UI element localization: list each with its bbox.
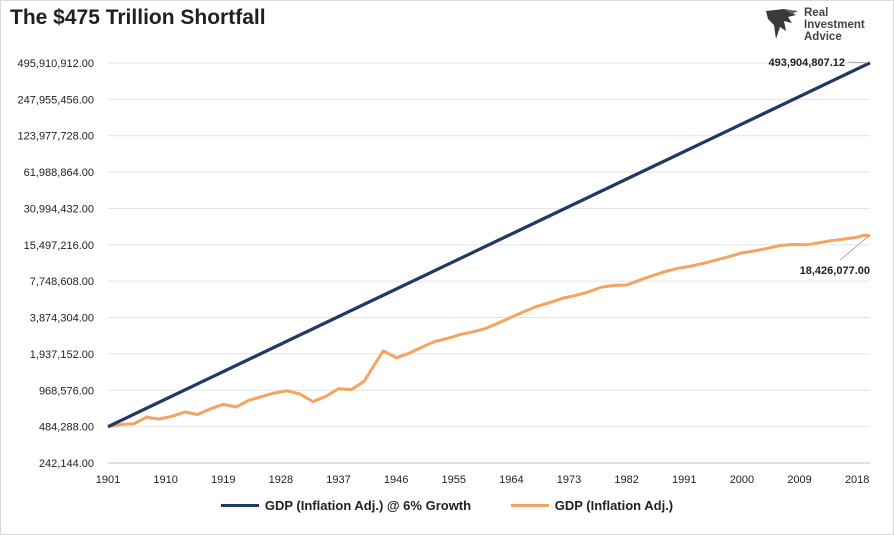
x-tick-label: 1964	[499, 474, 523, 486]
brand-logo: Real Investment Advice	[762, 5, 882, 49]
x-tick-label: 1910	[153, 474, 177, 486]
legend-swatch-growth	[220, 504, 259, 508]
x-tick-label: 1919	[211, 474, 235, 486]
x-tick-label: 1982	[614, 474, 638, 486]
x-tick-label: 1955	[442, 474, 466, 486]
drop-lines	[107, 62, 871, 427]
logo-line: Real	[804, 7, 829, 19]
y-tick-label: 15,497,216.00	[24, 240, 94, 252]
x-tick-label: 2009	[787, 474, 811, 486]
series-gdp-line	[107, 233, 871, 429]
legend-item-gdp: GDP (Inflation Adj.)	[510, 498, 674, 513]
annotation-leader	[847, 61, 869, 64]
logo-line: Advice	[804, 31, 842, 43]
y-tick-label: 247,955,456.00	[18, 94, 94, 106]
y-tick-label: 61,988,864.00	[24, 167, 94, 179]
x-tick-label: 1946	[384, 474, 408, 486]
y-tick-label: 242,144.00	[39, 458, 94, 470]
logo-text: Real Investment Advice	[804, 7, 865, 43]
annotation-growth-end: 493,904,807.12	[769, 57, 845, 69]
gridlines	[108, 62, 870, 464]
legend-label-growth: GDP (Inflation Adj.) @ 6% Growth	[264, 498, 472, 513]
annotations: 493,904,807.12 18,426,077.00	[769, 57, 870, 277]
y-tick-label: 484,288.00	[39, 422, 94, 434]
x-tick-label: 2018	[845, 474, 869, 486]
chart-title: The $475 Trillion Shortfall	[10, 6, 266, 29]
x-tick-label: 1973	[557, 474, 581, 486]
series-growth-line	[107, 61, 871, 429]
legend-swatch-gdp	[510, 504, 549, 508]
x-axis: 1901 1910 1919 1928 1937 1946 1955 1964 1973 1982…	[96, 462, 870, 486]
series-lines	[107, 61, 871, 429]
x-tick-label: 1937	[326, 474, 350, 486]
y-tick-label: 1,937,152.00	[30, 349, 94, 361]
y-tick-label: 495,910,912.00	[18, 58, 94, 70]
x-tick-label: 2000	[730, 474, 754, 486]
legend-item-growth: GDP (Inflation Adj.) @ 6% Growth	[220, 498, 472, 513]
annotation-gdp-end: 18,426,077.00	[800, 265, 870, 277]
legend-label-gdp: GDP (Inflation Adj.)	[554, 498, 674, 513]
y-tick-label: 30,994,432.00	[24, 203, 94, 215]
x-tick-label: 1928	[269, 474, 293, 486]
y-tick-label: 3,874,304.00	[30, 313, 94, 325]
logo-line: Investment	[804, 19, 865, 31]
y-axis: 495,910,912.00 247,955,456.00 123,977,728.…	[18, 58, 94, 470]
x-tick-label: 1901	[96, 474, 120, 486]
x-tick-label: 1991	[672, 474, 696, 486]
y-tick-label: 123,977,728.00	[18, 131, 94, 143]
annotation-leader	[839, 236, 869, 261]
eagle-logo-icon	[766, 9, 798, 39]
y-tick-label: 968,576.00	[39, 385, 94, 397]
y-tick-label: 7,748,608.00	[30, 276, 94, 288]
legend: GDP (Inflation Adj.) @ 6% Growth GDP (In…	[0, 498, 894, 513]
